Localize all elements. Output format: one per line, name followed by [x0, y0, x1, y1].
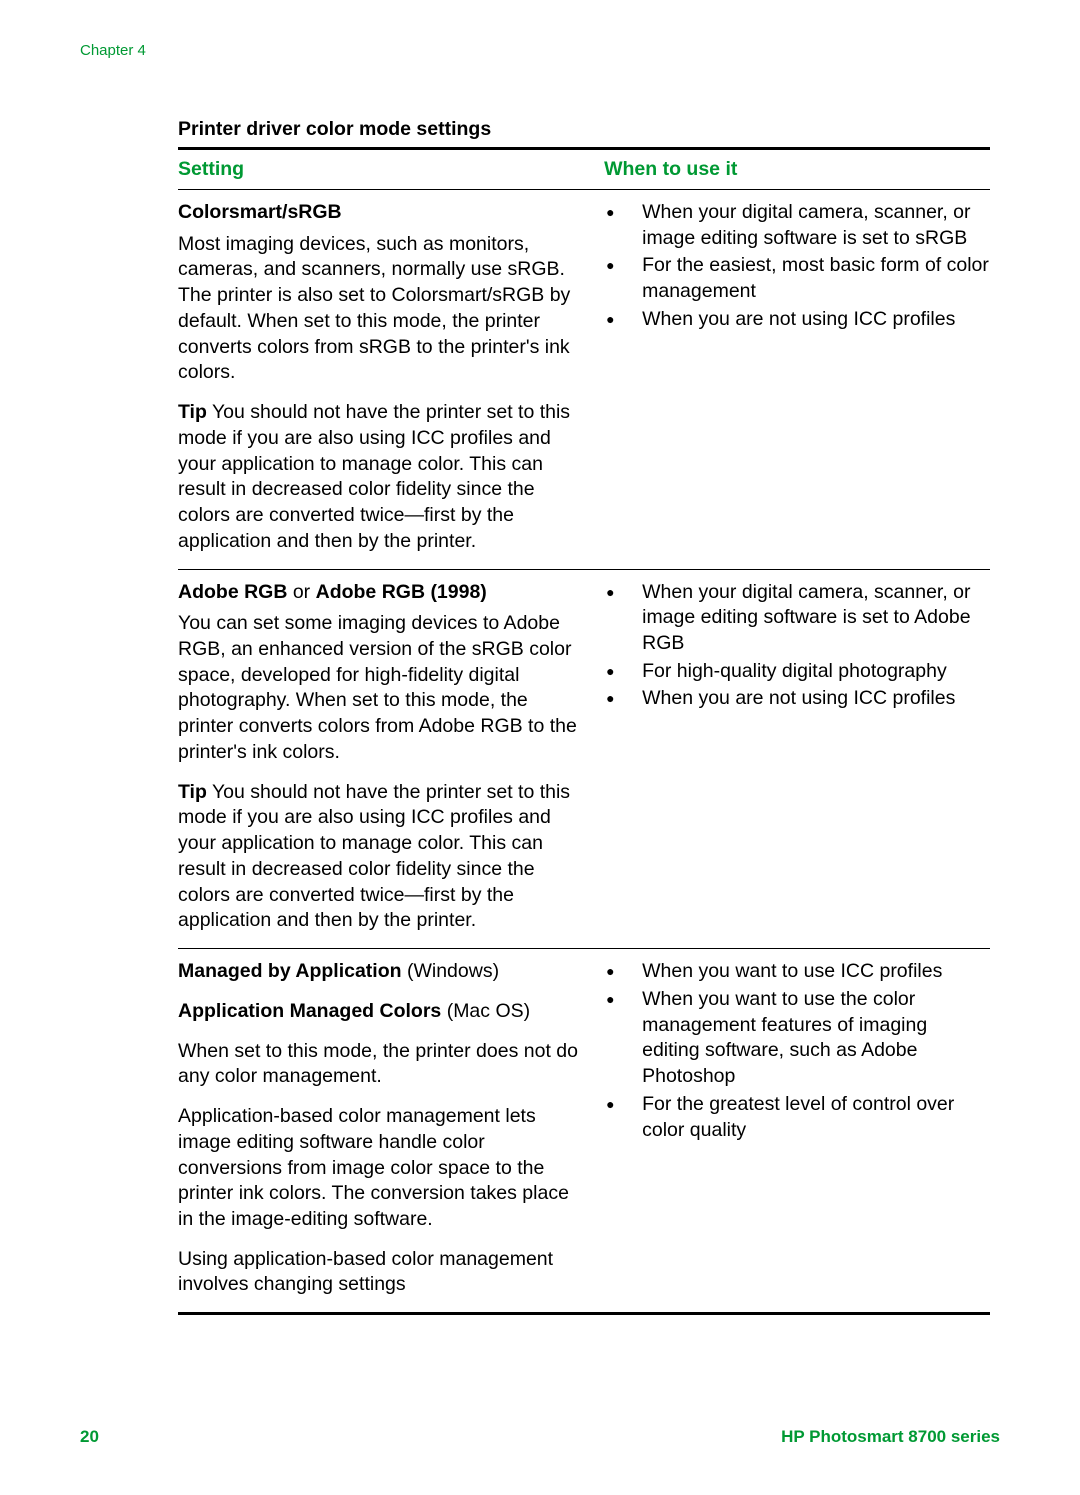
tip-text: You should not have the printer set to t…	[178, 781, 570, 932]
setting-description: When set to this mode, the printer does …	[178, 1039, 582, 1090]
table-title: Printer driver color mode settings	[178, 118, 990, 141]
cell-when: When your digital camera, scanner, or im…	[592, 190, 990, 570]
list-item: For the easiest, most basic form of colo…	[604, 253, 990, 304]
setting-tip: Tip You should not have the printer set …	[178, 780, 582, 934]
list-item: When you are not using ICC profiles	[604, 686, 990, 712]
setting-tip: Tip You should not have the printer set …	[178, 400, 582, 554]
table-header-row: Setting When to use it	[178, 149, 990, 190]
setting-description-2: Application-based color management lets …	[178, 1104, 582, 1233]
list-item: When you want to use ICC profiles	[604, 959, 990, 985]
main-content: Printer driver color mode settings Setti…	[178, 118, 990, 1315]
setting-name: Adobe RGB or Adobe RGB (1998)	[178, 580, 582, 606]
page-footer: 20 HP Photosmart 8700 series	[80, 1427, 1000, 1447]
setting-name-part2: Adobe RGB (1998)	[316, 581, 487, 603]
cell-setting: Managed by Application (Windows) Applica…	[178, 949, 592, 1314]
list-item: When your digital camera, scanner, or im…	[604, 200, 990, 251]
when-list: When you want to use ICC profiles When y…	[604, 959, 990, 1143]
col-header-setting: Setting	[178, 149, 592, 190]
when-list: When your digital camera, scanner, or im…	[604, 200, 990, 333]
col-header-when: When to use it	[592, 149, 990, 190]
list-item: For the greatest level of control over c…	[604, 1092, 990, 1143]
list-item: When your digital camera, scanner, or im…	[604, 580, 990, 657]
cell-setting: Adobe RGB or Adobe RGB (1998) You can se…	[178, 569, 592, 949]
setting-description-3: Using application-based color management…	[178, 1247, 582, 1298]
list-item: For high-quality digital photography	[604, 659, 990, 685]
page-number: 20	[80, 1427, 99, 1447]
setting-name-part1: Adobe RGB	[178, 581, 287, 603]
cell-setting: Colorsmart/sRGB Most imaging devices, su…	[178, 190, 592, 570]
tip-label: Tip	[178, 781, 207, 803]
product-line: HP Photosmart 8700 series	[781, 1427, 1000, 1447]
list-item: When you are not using ICC profiles	[604, 307, 990, 333]
setting-name: Colorsmart/sRGB	[178, 200, 582, 226]
setting-name-line1: Managed by Application (Windows)	[178, 959, 582, 985]
settings-table: Setting When to use it Colorsmart/sRGB M…	[178, 147, 990, 1315]
cell-when: When your digital camera, scanner, or im…	[592, 569, 990, 949]
setting-description: Most imaging devices, such as monitors, …	[178, 232, 582, 386]
tip-label: Tip	[178, 401, 207, 423]
table-row: Adobe RGB or Adobe RGB (1998) You can se…	[178, 569, 990, 949]
cell-when: When you want to use ICC profiles When y…	[592, 949, 990, 1314]
table-row: Managed by Application (Windows) Applica…	[178, 949, 990, 1314]
setting-name-line2: Application Managed Colors (Mac OS)	[178, 999, 582, 1025]
setting-description: You can set some imaging devices to Adob…	[178, 611, 582, 765]
setting-name-sep: or	[287, 581, 315, 603]
setting-name-extra: (Windows)	[402, 960, 500, 982]
tip-text: You should not have the printer set to t…	[178, 401, 570, 552]
table-row: Colorsmart/sRGB Most imaging devices, su…	[178, 190, 990, 570]
setting-name-bold: Managed by Application	[178, 960, 402, 982]
setting-name-extra2: (Mac OS)	[441, 1000, 530, 1022]
setting-name-bold2: Application Managed Colors	[178, 1000, 441, 1022]
when-list: When your digital camera, scanner, or im…	[604, 580, 990, 713]
list-item: When you want to use the color managemen…	[604, 987, 990, 1090]
chapter-label: Chapter 4	[80, 42, 146, 59]
